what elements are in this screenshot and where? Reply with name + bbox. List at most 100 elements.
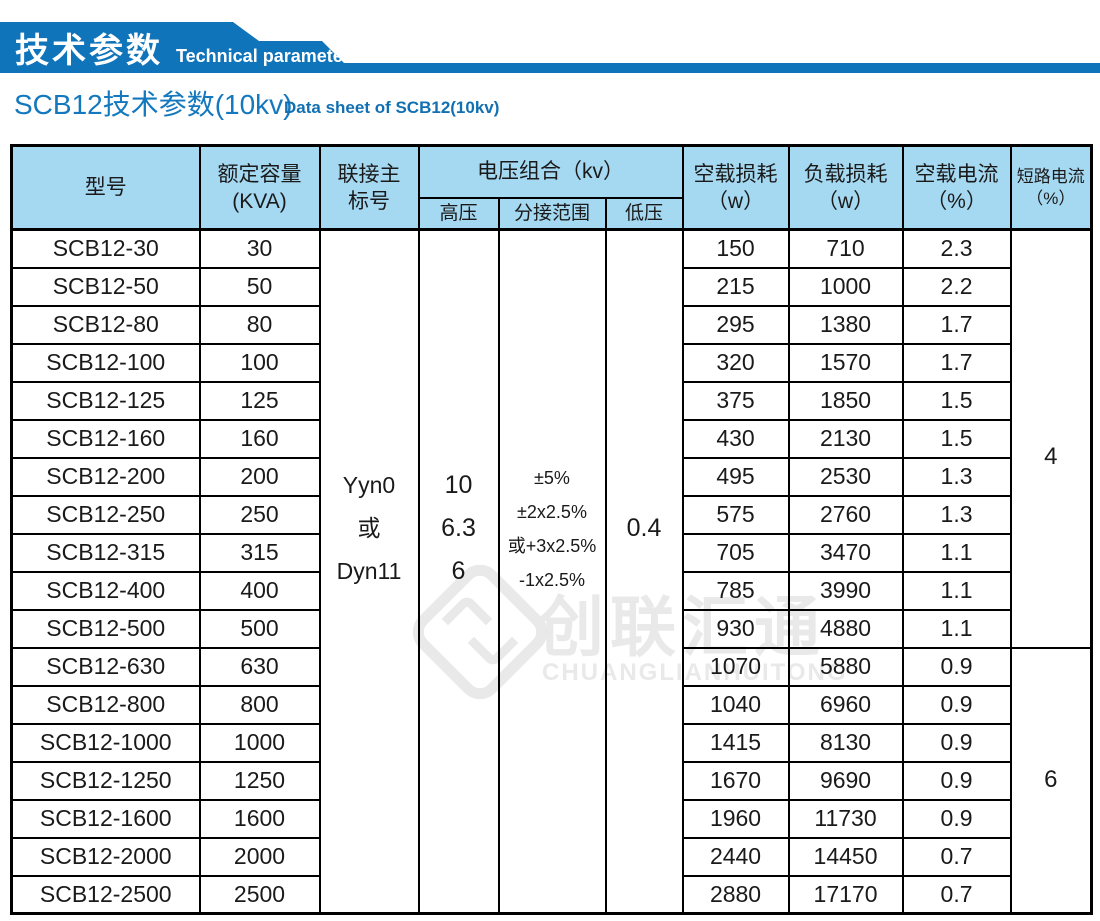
load-loss-cell: 17170	[787, 874, 904, 915]
table-row: SCB12-1000 1000 1415 8130 0.9	[10, 722, 1092, 763]
tap-range-cell: ±5% ±2x2.5% 或+3x2.5% -1x2.5%	[497, 228, 607, 915]
capacity-cell: 30	[198, 228, 321, 269]
model-cell: SCB12-315	[10, 532, 201, 573]
header-load-loss: 负载损耗 （w）	[787, 144, 904, 231]
capacity-cell: 315	[198, 532, 321, 573]
no-load-loss-cell: 1670	[681, 760, 790, 801]
load-loss-cell: 2530	[787, 456, 904, 497]
banner-title-cn: 技术参数	[15, 32, 163, 70]
banner: 技术参数 Technical parameter	[0, 0, 1100, 80]
header-tap-range: 分接范围	[497, 196, 607, 231]
model-cell: SCB12-250	[10, 494, 201, 535]
header-model: 型号	[10, 144, 201, 231]
no-load-loss-cell: 1960	[681, 798, 790, 839]
no-load-loss-cell: 215	[681, 266, 790, 307]
no-load-current-cell: 2.3	[901, 228, 1012, 269]
table-row: SCB12-160 160 430 2130 1.5	[10, 418, 1092, 459]
capacity-cell: 160	[198, 418, 321, 459]
page-title: SCB12技术参数(10kv)	[14, 89, 293, 120]
model-cell: SCB12-100	[10, 342, 201, 383]
short-circuit-current-cell: 6	[1009, 646, 1093, 915]
header-no-load-current: 空载电流 （%）	[901, 144, 1012, 231]
model-cell: SCB12-80	[10, 304, 201, 345]
header-no-load-loss: 空载损耗 （w）	[681, 144, 790, 231]
model-cell: SCB12-160	[10, 418, 201, 459]
table-row: SCB12-1250 1250 1670 9690 0.9	[10, 760, 1092, 801]
load-loss-cell: 2130	[787, 418, 904, 459]
banner-title-en: Technical parameter	[176, 46, 350, 66]
no-load-loss-cell: 320	[681, 342, 790, 383]
no-load-current-cell: 1.7	[901, 304, 1012, 345]
page-subtitle: Data sheet of SCB12(10kv)	[284, 98, 500, 117]
capacity-cell: 800	[198, 684, 321, 725]
table-body: SCB12-30 30 Yyn0 或 Dyn11 10 6.3 6 ±5% ±2x2.5% 或+3x…	[10, 228, 1093, 915]
table-row: SCB12-250 250 575 2760 1.3	[10, 494, 1092, 535]
banner-ribbon-shape	[0, 22, 1100, 73]
header-high-voltage: 高压	[417, 196, 500, 231]
model-cell: SCB12-2500	[10, 874, 201, 915]
capacity-cell: 50	[198, 266, 321, 307]
capacity-cell: 2000	[198, 836, 321, 877]
no-load-current-cell: 0.9	[901, 760, 1012, 801]
capacity-cell: 400	[198, 570, 321, 611]
no-load-loss-cell: 495	[681, 456, 790, 497]
table-row: SCB12-1600 1600 1960 11730 0.9	[10, 798, 1092, 839]
table-row: SCB12-2000 2000 2440 14450 0.7	[10, 836, 1092, 877]
table-row: SCB12-2500 2500 2880 17170 0.7	[10, 874, 1092, 915]
model-cell: SCB12-50	[10, 266, 201, 307]
short-circuit-current-cell: 4	[1009, 228, 1093, 649]
no-load-loss-cell: 2440	[681, 836, 790, 877]
load-loss-cell: 3990	[787, 570, 904, 611]
no-load-loss-cell: 1415	[681, 722, 790, 763]
capacity-cell: 500	[198, 608, 321, 649]
no-load-current-cell: 0.9	[901, 798, 1012, 839]
no-load-current-cell: 0.9	[901, 684, 1012, 725]
capacity-cell: 80	[198, 304, 321, 345]
load-loss-cell: 8130	[787, 722, 904, 763]
table-row: SCB12-125 125 375 1850 1.5	[10, 380, 1092, 421]
capacity-cell: 1250	[198, 760, 321, 801]
table-row: SCB12-630 630 1070 5880 0.9 6	[10, 646, 1093, 915]
model-cell: SCB12-2000	[10, 836, 201, 877]
table-row: SCB12-30 30 Yyn0 或 Dyn11 10 6.3 6 ±5% ±2x2.5% 或+3x…	[10, 228, 1093, 915]
capacity-cell: 200	[198, 456, 321, 497]
load-loss-cell: 710	[787, 228, 904, 269]
no-load-current-cell: 1.7	[901, 342, 1012, 383]
load-loss-cell: 1000	[787, 266, 904, 307]
table-row: SCB12-500 500 930 4880 1.1	[10, 608, 1092, 649]
load-loss-cell: 9690	[787, 760, 904, 801]
model-cell: SCB12-30	[10, 228, 201, 269]
model-cell: SCB12-1600	[10, 798, 201, 839]
header-rated-capacity: 额定容量 (KVA)	[198, 144, 321, 231]
no-load-loss-cell: 295	[681, 304, 790, 345]
header-connection-symbol: 联接主 标号	[318, 144, 420, 231]
no-load-current-cell: 1.3	[901, 456, 1012, 497]
table-row: SCB12-800 800 1040 6960 0.9	[10, 684, 1092, 725]
no-load-loss-cell: 785	[681, 570, 790, 611]
no-load-current-cell: 0.7	[901, 836, 1012, 877]
model-cell: SCB12-800	[10, 684, 201, 725]
no-load-loss-cell: 1040	[681, 684, 790, 725]
model-cell: SCB12-1000	[10, 722, 201, 763]
load-loss-cell: 1850	[787, 380, 904, 421]
table-row: SCB12-200 200 495 2530 1.3	[10, 456, 1092, 497]
model-cell: SCB12-400	[10, 570, 201, 611]
capacity-cell: 2500	[198, 874, 321, 915]
model-cell: SCB12-630	[10, 646, 201, 687]
capacity-cell: 250	[198, 494, 321, 535]
model-cell: SCB12-125	[10, 380, 201, 421]
no-load-loss-cell: 430	[681, 418, 790, 459]
no-load-current-cell: 1.1	[901, 532, 1012, 573]
load-loss-cell: 11730	[787, 798, 904, 839]
table-row: SCB12-400 400 785 3990 1.1	[10, 570, 1092, 611]
low-voltage-cell: 0.4	[604, 228, 684, 915]
table-row: SCB12-315 315 705 3470 1.1	[10, 532, 1092, 573]
header-short-circuit-current: 短路电流 （%）	[1009, 144, 1093, 231]
table-row: SCB12-100 100 320 1570 1.7	[10, 342, 1092, 383]
no-load-loss-cell: 2880	[681, 874, 790, 915]
capacity-cell: 1600	[198, 798, 321, 839]
no-load-current-cell: 1.5	[901, 380, 1012, 421]
load-loss-cell: 14450	[787, 836, 904, 877]
load-loss-cell: 5880	[787, 646, 904, 687]
no-load-loss-cell: 705	[681, 532, 790, 573]
